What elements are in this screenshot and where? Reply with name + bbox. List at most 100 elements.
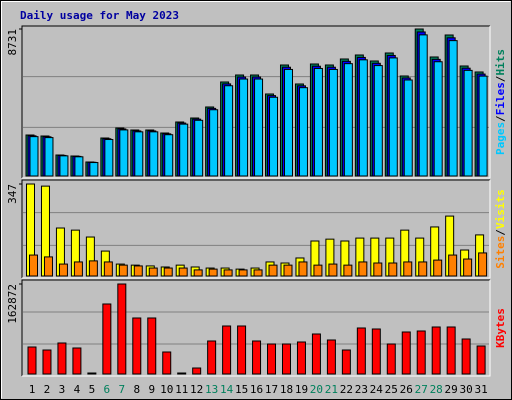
bar <box>269 96 279 177</box>
panel-border <box>21 179 490 278</box>
bar <box>132 317 142 375</box>
bar <box>134 131 144 177</box>
panel-border <box>22 180 491 279</box>
bar <box>238 269 248 277</box>
bar <box>343 264 353 277</box>
bar <box>208 268 218 277</box>
x-tick-label: 1 <box>29 383 36 396</box>
bar <box>252 340 262 375</box>
y-tick-label: 162872 <box>6 284 19 324</box>
bar <box>433 259 443 277</box>
bar <box>74 156 84 177</box>
bar <box>281 343 291 375</box>
x-tick-label: 29 <box>445 383 458 396</box>
bar <box>89 162 99 177</box>
x-tick-label: 21 <box>325 383 338 396</box>
bar <box>87 372 97 375</box>
x-tick-label: 14 <box>220 383 234 396</box>
bar <box>192 367 202 375</box>
bar <box>476 345 486 375</box>
x-tick-label: 5 <box>89 383 96 396</box>
bar <box>102 303 112 375</box>
bar <box>418 34 428 177</box>
x-tick-label: 26 <box>400 383 413 396</box>
x-tick-label: 6 <box>104 383 111 396</box>
x-tick-label: 25 <box>385 383 398 396</box>
bar <box>296 341 306 375</box>
x-tick-label: 30 <box>460 383 473 396</box>
x-tick-label: 23 <box>355 383 368 396</box>
bar <box>119 129 129 177</box>
x-tick-label: 22 <box>340 383 353 396</box>
bar <box>103 261 113 277</box>
x-tick-label: 9 <box>148 383 155 396</box>
bar <box>401 331 411 375</box>
bar <box>283 264 293 277</box>
x-tick-label: 27 <box>415 383 428 396</box>
legend-entry: Files <box>494 82 507 115</box>
legend: Sites/Visits <box>494 189 507 269</box>
legend: KBytes <box>494 308 507 348</box>
bar <box>88 260 98 277</box>
x-tick-label: 13 <box>205 383 218 396</box>
bar <box>72 347 82 375</box>
bar <box>223 269 233 277</box>
bar <box>373 65 383 177</box>
bar <box>163 267 173 277</box>
bar <box>388 262 398 277</box>
bar <box>298 261 308 277</box>
bar <box>388 57 398 177</box>
bar <box>313 264 323 277</box>
bar <box>207 340 217 375</box>
bar <box>448 254 458 277</box>
bar <box>418 261 428 277</box>
bar <box>478 75 488 177</box>
x-tick-label: 31 <box>474 383 487 396</box>
bar <box>311 333 321 375</box>
x-tick-label: 11 <box>175 383 188 396</box>
bar <box>356 327 366 375</box>
bar <box>253 269 263 277</box>
bar <box>446 326 456 375</box>
bar <box>164 134 174 177</box>
x-tick-label: 7 <box>119 383 126 396</box>
bar <box>118 264 128 277</box>
x-tick-label: 10 <box>160 383 173 396</box>
bar <box>371 328 381 375</box>
bar <box>461 338 471 375</box>
bar <box>358 59 368 177</box>
bar <box>29 136 39 177</box>
x-tick-label: 19 <box>295 383 308 396</box>
bar <box>403 261 413 277</box>
chart-title: Daily usage for May 2023 <box>20 9 179 22</box>
bar <box>463 69 473 177</box>
bar <box>239 78 249 177</box>
bar <box>27 346 37 375</box>
bar <box>463 258 473 277</box>
bar <box>149 131 159 177</box>
legend-entry: Pages <box>494 122 507 155</box>
x-tick-label: 8 <box>133 383 140 396</box>
bar <box>403 79 413 177</box>
bar <box>343 63 353 177</box>
x-tick-label: 18 <box>280 383 293 396</box>
legend: Pages/Files/Hits <box>494 49 507 155</box>
bar <box>44 137 54 177</box>
x-tick-label: 2 <box>44 383 51 396</box>
bar <box>373 262 383 277</box>
bar <box>341 349 351 375</box>
bar <box>42 349 52 375</box>
x-tick-label: 28 <box>430 383 443 396</box>
bar <box>178 267 188 277</box>
bar <box>416 330 426 375</box>
bar <box>194 119 204 177</box>
bar <box>162 351 172 375</box>
bar <box>237 325 247 375</box>
bar <box>478 252 488 277</box>
x-tick-label: 20 <box>310 383 323 396</box>
bar <box>358 261 368 277</box>
bar <box>177 372 187 375</box>
bar <box>313 67 323 177</box>
x-tick-label: 16 <box>250 383 263 396</box>
